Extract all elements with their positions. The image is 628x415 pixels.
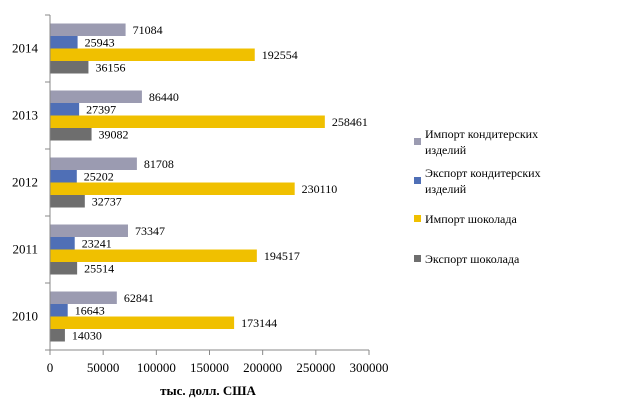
x-tick-label-200000: 200000 [243,360,282,375]
data-label-2014-series-2: 25943 [85,35,115,49]
bar-2010-series-3 [50,316,235,329]
category-label-2013: 2013 [12,108,38,123]
x-tick-label-300000: 300000 [350,360,389,375]
data-label-2011-series-2: 23241 [82,236,112,250]
category-label-2010: 2010 [12,309,38,324]
data-label-2012-series-4: 32737 [92,194,122,208]
bar-2012-series-3 [50,182,295,195]
data-label-2012-series-1: 81708 [144,157,174,171]
bar-2012-series-4 [50,195,85,208]
legend-label-series-3: Импорт шоколада [425,212,517,226]
bar-2014-series-3 [50,48,255,61]
bar-2014-series-2 [50,36,78,49]
bar-2011-series-4 [50,262,78,275]
bar-2010-series-1 [50,291,117,304]
legend-swatch-series-3 [414,215,421,222]
legend-swatch-series-2 [414,177,421,184]
x-tick-label-0: 0 [47,360,54,375]
data-label-2010-series-1: 62841 [124,291,154,305]
category-label-2012: 2012 [12,175,38,190]
data-label-2013-series-2: 27397 [86,102,116,116]
data-label-2013-series-4: 39082 [99,127,129,141]
data-label-2014-series-3: 192554 [262,48,298,62]
bar-2013-series-4 [50,128,92,141]
data-label-2010-series-4: 14030 [72,328,102,342]
category-labels-group: 2010 2011 2012 2013 2014 [12,41,39,324]
data-label-2011-series-1: 73347 [135,224,165,238]
x-tick-label-150000: 150000 [190,360,229,375]
data-label-2010-series-3: 173144 [241,316,277,330]
bar-2013-series-3 [50,115,325,128]
category-label-2014: 2014 [12,41,39,56]
bar-2011-series-2 [50,237,75,250]
category-label-2011: 2011 [12,242,38,257]
x-axis-title: тыс. долл. США [160,383,256,398]
data-label-2013-series-3: 258461 [332,115,368,129]
x-tick-label-50000: 50000 [87,360,120,375]
data-label-2012-series-3: 230110 [302,182,338,196]
legend: Импорт кондитерских изделий Экспорт кондит… [414,127,541,266]
data-labels-group: 62841 16643 173144 14030 73347 23241 194517 255… [72,23,368,343]
data-label-2013-series-1: 86440 [149,90,179,104]
x-tick-label-250000: 250000 [296,360,335,375]
bar-2013-series-1 [50,90,142,103]
bar-2011-series-3 [50,249,257,262]
bar-2014-series-4 [50,61,89,74]
bar-2010-series-2 [50,304,68,317]
legend-swatch-series-4 [414,255,421,262]
x-ticks-group: 0 50000 100000 150000 200000 250000 300000 [45,14,389,375]
legend-swatch-series-1 [414,138,421,145]
bar-2012-series-2 [50,170,77,183]
bar-2012-series-1 [50,157,137,170]
data-label-2012-series-2: 25202 [84,169,114,183]
legend-label-series-1: Импорт кондитерских изделий [425,127,538,157]
data-label-2010-series-2: 16643 [75,303,105,317]
legend-label-series-2: Экспорт кондитерских изделий [425,166,541,196]
data-label-2011-series-4: 25514 [84,261,114,275]
data-label-2014-series-1: 71084 [133,23,163,37]
bars-group [50,23,325,342]
bar-2014-series-1 [50,23,126,36]
legend-label-series-4: Экспорт шоколада [425,252,520,266]
bar-2010-series-4 [50,329,65,342]
x-tick-label-100000: 100000 [137,360,176,375]
bar-2011-series-1 [50,224,128,237]
data-label-2011-series-3: 194517 [264,249,300,263]
bar-2013-series-2 [50,103,80,116]
data-label-2014-series-4: 36156 [95,60,125,74]
